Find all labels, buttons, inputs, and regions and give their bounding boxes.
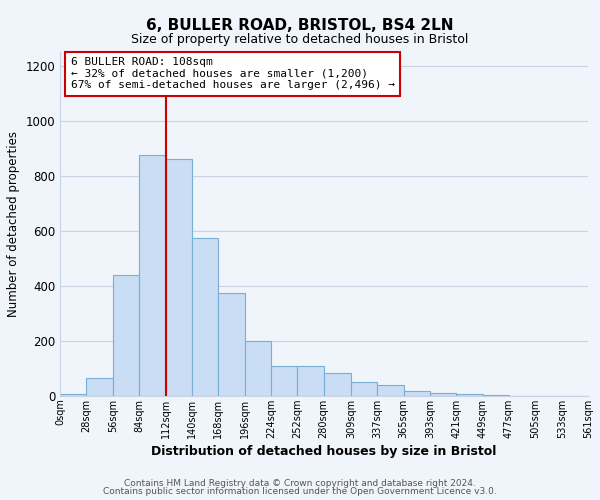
- Bar: [297, 366, 323, 396]
- Bar: [218, 292, 245, 396]
- Text: Contains HM Land Registry data © Crown copyright and database right 2024.: Contains HM Land Registry data © Crown c…: [124, 478, 476, 488]
- Bar: [271, 366, 297, 396]
- Bar: [404, 392, 430, 396]
- Bar: [245, 341, 271, 396]
- X-axis label: Distribution of detached houses by size in Bristol: Distribution of detached houses by size …: [151, 445, 497, 458]
- Bar: [457, 394, 482, 396]
- Bar: [86, 378, 113, 396]
- Bar: [192, 238, 218, 396]
- Text: 6, BULLER ROAD, BRISTOL, BS4 2LN: 6, BULLER ROAD, BRISTOL, BS4 2LN: [146, 18, 454, 32]
- Text: Contains public sector information licensed under the Open Government Licence v3: Contains public sector information licen…: [103, 487, 497, 496]
- Bar: [351, 382, 377, 396]
- Text: 6 BULLER ROAD: 108sqm
← 32% of detached houses are smaller (1,200)
67% of semi-d: 6 BULLER ROAD: 108sqm ← 32% of detached …: [71, 57, 395, 90]
- Bar: [323, 374, 351, 396]
- Bar: [60, 394, 86, 396]
- Bar: [113, 275, 139, 396]
- Bar: [139, 155, 166, 396]
- Bar: [377, 385, 404, 396]
- Bar: [166, 159, 192, 396]
- Bar: [430, 393, 457, 396]
- Y-axis label: Number of detached properties: Number of detached properties: [7, 131, 20, 317]
- Text: Size of property relative to detached houses in Bristol: Size of property relative to detached ho…: [131, 32, 469, 46]
